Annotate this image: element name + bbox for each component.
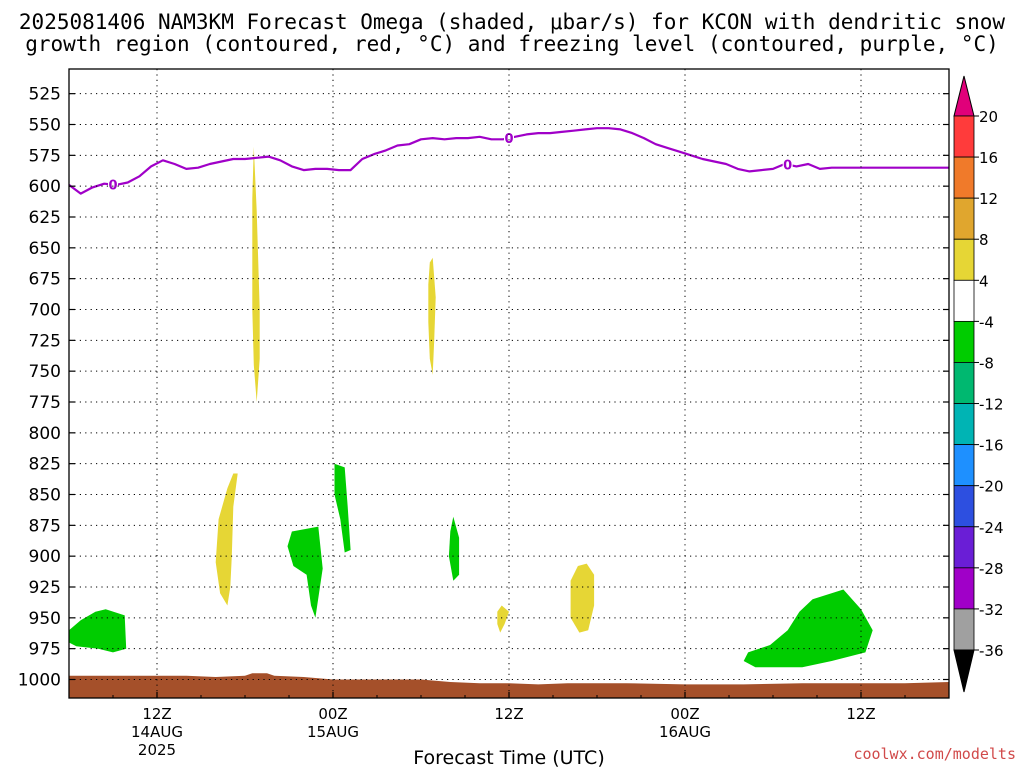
freezing-level-label: 0 bbox=[783, 159, 792, 174]
omega-negative-region bbox=[743, 589, 873, 668]
x-axis-label: Forecast Time (UTC) bbox=[413, 747, 604, 768]
y-tick-label: 975 bbox=[29, 640, 61, 660]
colorbar-segment bbox=[953, 608, 975, 651]
x-tick-label: 12Z bbox=[494, 705, 523, 723]
x-tick-label: 12Z bbox=[142, 705, 171, 723]
y-tick-label: 625 bbox=[29, 208, 61, 228]
x-tick-label: 16AUG bbox=[659, 723, 711, 741]
colorbar-segment bbox=[953, 197, 975, 240]
colorbar-label: 12 bbox=[979, 190, 998, 208]
omega-positive-region bbox=[497, 605, 509, 633]
colorbar-segment bbox=[953, 444, 975, 487]
y-tick-label: 550 bbox=[29, 116, 61, 136]
colorbar-segment bbox=[953, 238, 975, 281]
chart-title-line: growth region (contoured, red, °C) and f… bbox=[25, 32, 999, 56]
freezing-level-label-bg bbox=[504, 131, 514, 146]
y-tick-label: 950 bbox=[29, 609, 61, 629]
y-tick-label: 900 bbox=[29, 547, 61, 567]
omega-negative-region bbox=[69, 609, 127, 653]
y-tick-label: 725 bbox=[29, 331, 61, 351]
y-tick-label: 650 bbox=[29, 239, 61, 259]
colorbar-segment bbox=[953, 279, 975, 322]
colorbar-segment bbox=[953, 115, 975, 158]
y-axis: 525 550 575 600 625 650 675 700 725 750 775 800 825 8… bbox=[18, 85, 949, 691]
omega-positive-region bbox=[428, 257, 436, 375]
y-tick-label: 850 bbox=[29, 486, 61, 506]
x-tick-label: 15AUG bbox=[307, 723, 359, 741]
colorbar-label: 20 bbox=[979, 108, 998, 126]
y-tick-label: 800 bbox=[29, 424, 61, 444]
colorbar-label: -28 bbox=[979, 560, 1004, 578]
y-tick-label: 825 bbox=[29, 455, 61, 475]
omega-negative-region bbox=[334, 463, 351, 553]
colorbar-segment bbox=[953, 362, 975, 404]
y-tick-label: 925 bbox=[29, 578, 61, 598]
y-tick-label: 575 bbox=[29, 146, 61, 166]
colorbar-bottom-triangle bbox=[953, 649, 975, 693]
colorbar-label: -4 bbox=[979, 313, 994, 331]
chart-title-line: 2025081406 NAM3KM Forecast Omega (shaded… bbox=[19, 10, 1006, 34]
omega-negative-region bbox=[448, 516, 460, 581]
credit-text: coolwx.com/modelts bbox=[853, 745, 1016, 763]
colorbar-label: -8 bbox=[979, 354, 994, 372]
x-tick-label: 12Z bbox=[846, 705, 875, 723]
colorbar-label: -12 bbox=[979, 396, 1004, 414]
y-tick-label: 750 bbox=[29, 362, 61, 382]
freezing-level-label-bg bbox=[108, 177, 118, 192]
colorbar-label: -20 bbox=[979, 478, 1004, 496]
colorbar-segment bbox=[953, 526, 975, 569]
colorbar-label: 16 bbox=[979, 149, 998, 167]
omega-negative-region bbox=[287, 526, 323, 618]
colorbar-segment bbox=[953, 485, 975, 528]
plot-data-layer: 000 bbox=[69, 127, 949, 698]
grid-lines bbox=[69, 69, 949, 698]
colorbar-label: -24 bbox=[979, 519, 1004, 537]
y-tick-label: 600 bbox=[29, 177, 61, 197]
omega-positive-region bbox=[252, 146, 260, 402]
colorbar-label: 8 bbox=[979, 231, 989, 249]
y-tick-label: 675 bbox=[29, 270, 61, 290]
freezing-level-label-bg bbox=[782, 157, 793, 172]
colorbar-label: -16 bbox=[979, 437, 1004, 455]
colorbar-top-triangle bbox=[953, 75, 975, 117]
omega-positive-region bbox=[215, 473, 238, 606]
colorbar-label: -36 bbox=[979, 642, 1004, 660]
x-tick-label: 00Z bbox=[670, 705, 699, 723]
x-tick-label: 14AUG bbox=[131, 723, 183, 741]
y-tick-label: 775 bbox=[29, 393, 61, 413]
x-tick-label: 00Z bbox=[318, 705, 347, 723]
omega-positive-region bbox=[570, 563, 595, 633]
colorbar: 20 16 12 8 4 -4 -8 -12 -16 -20 -24 -28 -32 -36 bbox=[953, 75, 1004, 693]
colorbar-segment bbox=[953, 156, 975, 199]
y-tick-label: 1000 bbox=[18, 671, 61, 691]
y-tick-label: 875 bbox=[29, 516, 61, 536]
colorbar-label: -32 bbox=[979, 601, 1004, 619]
colorbar-segment bbox=[953, 567, 975, 610]
colorbar-label: 4 bbox=[979, 272, 989, 290]
y-tick-label: 525 bbox=[29, 85, 61, 105]
x-tick-label: 2025 bbox=[138, 741, 176, 759]
y-tick-label: 700 bbox=[29, 301, 61, 321]
colorbar-segment bbox=[953, 403, 975, 446]
colorbar-segment bbox=[953, 320, 975, 363]
